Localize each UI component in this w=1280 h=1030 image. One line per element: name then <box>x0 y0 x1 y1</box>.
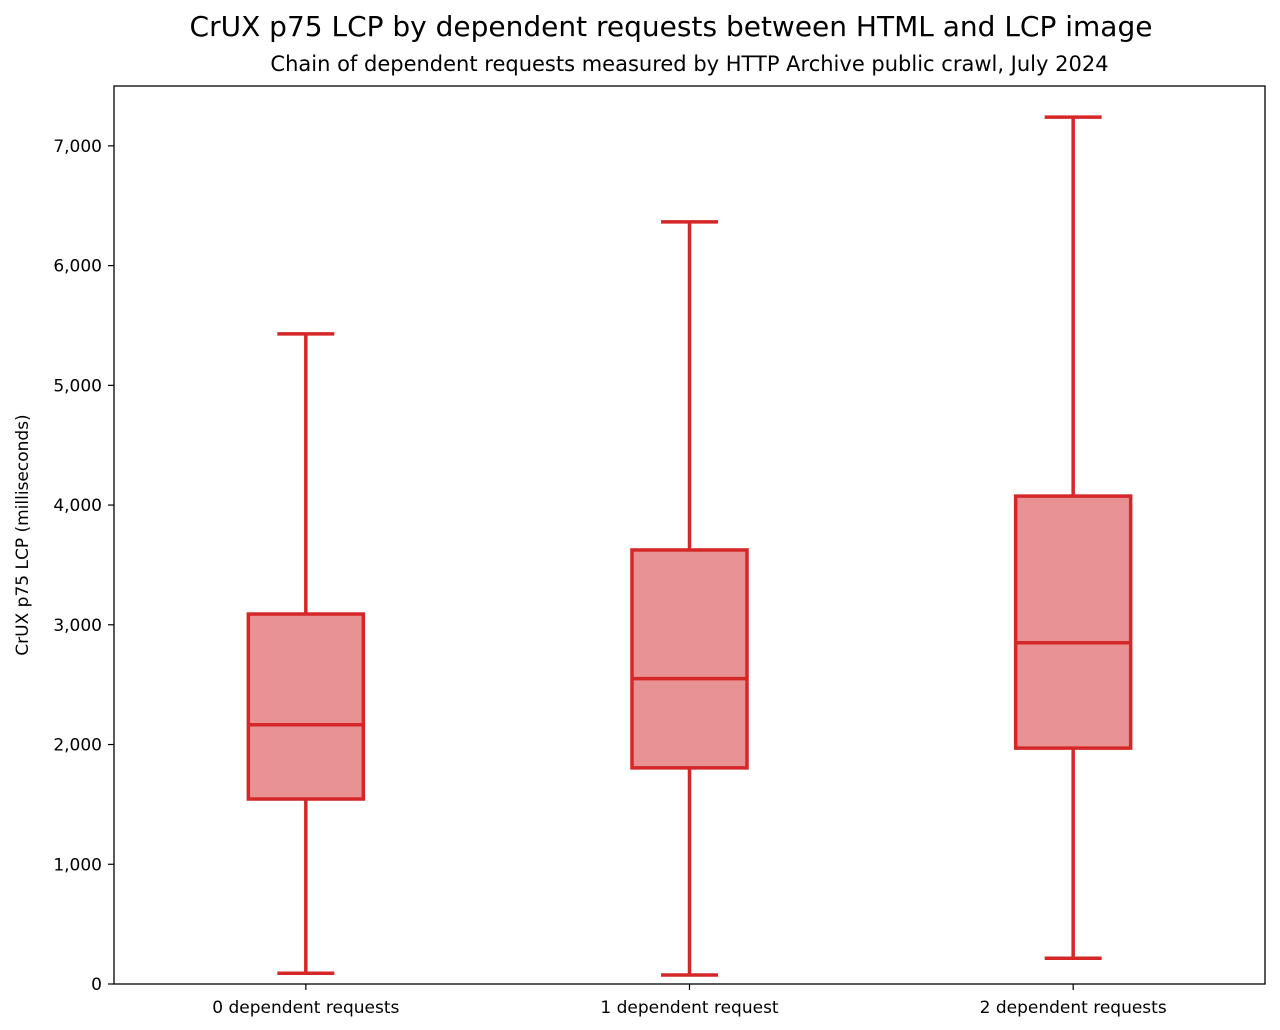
y-tick-label: 5,000 <box>53 376 102 396</box>
x-tick-label: 1 dependent request <box>600 998 779 1018</box>
y-tick-label: 2,000 <box>53 736 102 756</box>
y-tick-label: 3,000 <box>53 616 102 636</box>
plot-frame <box>113 85 1266 985</box>
iqr-box <box>630 548 749 770</box>
y-axis-label: CrUX p75 LCP (milliseconds) <box>13 414 33 655</box>
y-tick-label: 0 <box>91 975 102 995</box>
x-tick-label: 0 dependent requests <box>212 998 399 1018</box>
y-tick-label: 7,000 <box>53 137 102 157</box>
y-tick-label: 1,000 <box>53 855 102 875</box>
iqr-box <box>1013 494 1133 750</box>
chart-subtitle: Chain of dependent requests measured by … <box>270 52 1109 76</box>
y-tick-label: 6,000 <box>53 257 102 277</box>
box-0 <box>246 332 366 975</box>
box-2 <box>1013 115 1133 961</box>
x-tick-label: 2 dependent requests <box>980 998 1167 1018</box>
box-1 <box>630 220 749 977</box>
chart-title: CrUX p75 LCP by dependent requests betwe… <box>189 10 1153 43</box>
y-tick-label: 4,000 <box>53 496 102 516</box>
iqr-box <box>246 612 366 801</box>
